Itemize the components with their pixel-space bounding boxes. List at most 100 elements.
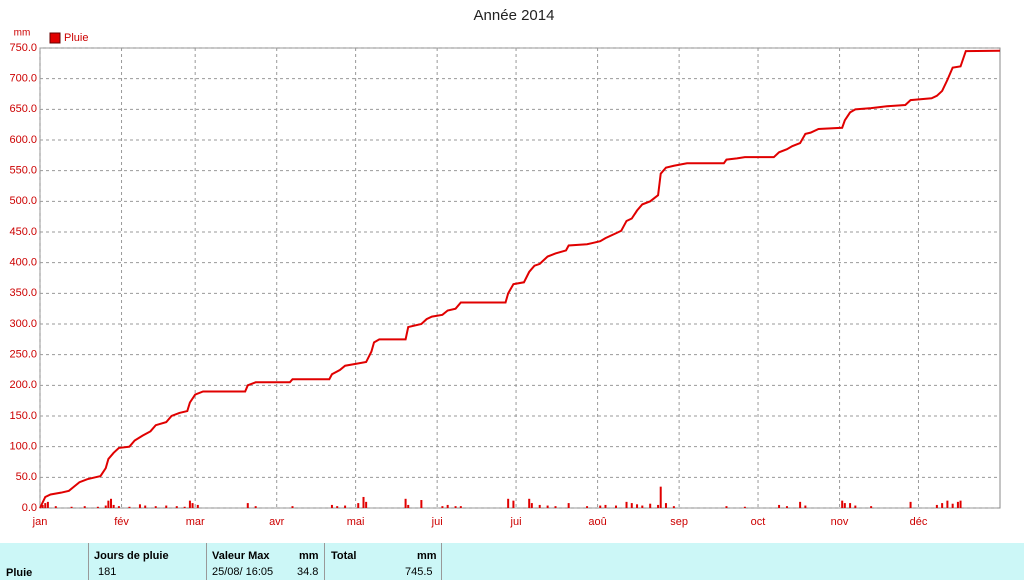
daily-bar (841, 500, 844, 508)
daily-bar (849, 503, 852, 508)
daily-bar (799, 501, 802, 508)
daily-bar (46, 501, 49, 508)
daily-bar (83, 506, 86, 508)
daily-bar (175, 506, 178, 508)
daily-bar (512, 500, 515, 508)
daily-bar (528, 498, 531, 508)
x-tick-label: jui (510, 516, 522, 528)
chart-title: Année 2014 (474, 7, 555, 24)
daily-bar (567, 503, 570, 508)
column-separator (441, 543, 442, 580)
daily-bar (96, 506, 99, 508)
daily-bar (459, 506, 462, 508)
y-tick-label: 550.0 (9, 165, 37, 177)
daily-bar (154, 506, 157, 508)
daily-bar (778, 504, 781, 508)
daily-bar (365, 501, 368, 508)
daily-bar (946, 500, 949, 508)
daily-bar (785, 506, 788, 508)
column-separator (88, 543, 89, 580)
legend-label: Pluie (64, 32, 88, 44)
header-cell: Valeur Max (212, 550, 270, 562)
daily-bar (630, 503, 633, 508)
header-cell: Jours de pluie (94, 550, 169, 562)
cell: 25/08/ 16:05 (212, 566, 274, 578)
daily-bar (604, 504, 607, 508)
daily-bar (104, 505, 107, 508)
y-tick-label: 100.0 (9, 441, 37, 453)
y-tick-label: 600.0 (9, 134, 37, 146)
daily-bar (291, 506, 294, 508)
daily-bar (110, 498, 113, 508)
y-tick-label: 300.0 (9, 318, 37, 330)
daily-bar (336, 506, 339, 508)
daily-bar (909, 501, 912, 508)
daily-bar (330, 504, 333, 508)
daily-bar (538, 504, 541, 508)
daily-bar (70, 506, 73, 508)
daily-bar (743, 506, 746, 508)
header-cell: mm (299, 550, 319, 562)
y-tick-label: 650.0 (9, 103, 37, 115)
daily-bar (530, 503, 533, 508)
cell: 181 (98, 566, 117, 578)
daily-bar (188, 500, 191, 508)
daily-bar (441, 506, 444, 508)
daily-bar (107, 500, 110, 508)
summary-table: Jours de pluie Valeur Max mm Total mm Pl… (0, 543, 1024, 580)
plot-area (39, 47, 1001, 509)
y-axis-label: mm (14, 28, 31, 39)
cumulative-line (39, 49, 1001, 509)
y-tick-label: 250.0 (9, 349, 37, 361)
daily-bar (138, 504, 141, 508)
daily-bar (935, 504, 938, 508)
daily-bar (854, 505, 857, 508)
daily-bar (404, 498, 407, 508)
daily-bar (599, 505, 602, 508)
daily-bar (44, 503, 47, 508)
row-label: Pluie (6, 567, 33, 579)
y-tick-label: 200.0 (9, 379, 37, 391)
daily-bar (191, 503, 194, 508)
daily-bar (941, 503, 944, 508)
daily-bar (420, 500, 423, 508)
x-tick-label: nov (831, 516, 849, 528)
daily-bar (165, 505, 168, 508)
daily-bar (407, 504, 410, 508)
x-tick-label: fév (114, 516, 129, 528)
x-tick-label: jui (431, 516, 443, 528)
daily-bar (956, 501, 959, 508)
x-tick-label: déc (910, 516, 928, 528)
daily-bar (357, 503, 360, 508)
y-tick-label: 400.0 (9, 257, 37, 269)
y-tick-label: 150.0 (9, 410, 37, 422)
daily-bar (615, 505, 617, 508)
daily-bar (246, 503, 249, 508)
chart: Année 2014 mm 0.0 50.0 100.0 150.0 200.0 250.… (9, 7, 1001, 528)
legend-swatch (49, 32, 61, 44)
daily-bar (636, 504, 639, 508)
daily-bar (641, 505, 644, 508)
daily-bar (112, 504, 115, 508)
y-tick-label: 700.0 (9, 73, 37, 85)
y-tick-label: 0.0 (22, 502, 37, 514)
daily-bar (128, 506, 131, 508)
daily-bar (664, 503, 667, 508)
x-tick-label: aoû (588, 516, 606, 528)
cell: 34.8 (297, 566, 319, 578)
daily-bar (183, 506, 186, 508)
header-cell: Total (331, 550, 357, 562)
daily-bar (546, 505, 549, 508)
daily-bar (870, 506, 873, 508)
column-separator (206, 543, 207, 580)
x-tick-label: oct (751, 516, 766, 528)
daily-bar (625, 501, 628, 508)
x-tick-label: jan (32, 516, 48, 528)
daily-bar (959, 500, 962, 508)
y-tick-label: 350.0 (9, 287, 37, 299)
daily-bar (454, 506, 457, 508)
daily-bar (843, 503, 846, 508)
x-tick-label: mar (186, 516, 205, 528)
daily-bar (804, 505, 807, 508)
